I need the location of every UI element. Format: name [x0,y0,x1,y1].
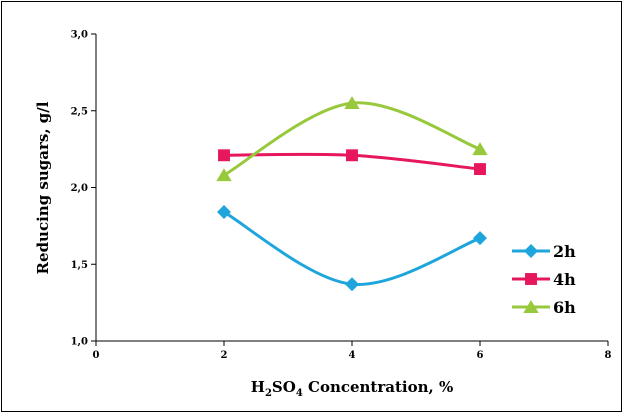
legend-item-4h: 4h [512,270,576,289]
data-point-6h [216,168,232,182]
axes [95,34,608,342]
y-tick-label: 2,5 [71,106,88,117]
y-tick-label: 2,0 [71,183,88,194]
y-tick-label: 1,0 [71,337,88,348]
data-point-2h [217,205,231,220]
data-point-6h [344,96,360,110]
x-axis-title-suffix: Concentration, % [303,378,453,396]
data-point-2h [345,277,359,292]
data-point-4h [346,149,358,162]
series-markers [216,96,488,292]
x-tick-label: 6 [477,350,484,361]
x-axis-title-mid: SO [272,378,296,396]
x-tick-label: 4 [349,350,356,361]
y-axis-title: Reducing sugars, g/l [34,101,52,274]
legend-swatch-marker [525,273,537,285]
y-tick-label: 3,0 [71,30,88,41]
legend-item-6h: 6h [512,298,576,317]
data-point-2h [473,231,487,246]
x-ticks: 0 2 4 6 8 [93,341,612,361]
legend-swatch-marker [524,244,538,258]
data-point-6h [472,142,488,156]
data-point-4h [474,163,486,176]
legend-label: 2h [553,242,576,261]
legend-swatch-marker [523,300,539,313]
series-line-2h [223,210,481,286]
x-axis-title-sub2: 4 [296,388,303,399]
series-lines [223,101,481,286]
legend-item-2h: 2h [512,242,576,261]
x-tick-label: 2 [221,350,228,361]
x-axis-title-prefix: H [251,378,265,396]
y-ticks: 1,0 1,5 2,0 2,5 3,0 [71,30,96,348]
legend-label: 6h [553,298,576,317]
x-axis-title-sub1: 2 [265,388,272,399]
x-axis-title: H2SO4 Concentration, % [251,378,453,399]
legend-label: 4h [553,270,576,289]
data-point-4h [218,149,230,162]
x-tick-label: 0 [93,350,100,361]
legend: 2h 4h 6h [512,242,576,317]
x-tick-label: 8 [605,350,612,361]
y-tick-label: 1,5 [71,260,88,271]
